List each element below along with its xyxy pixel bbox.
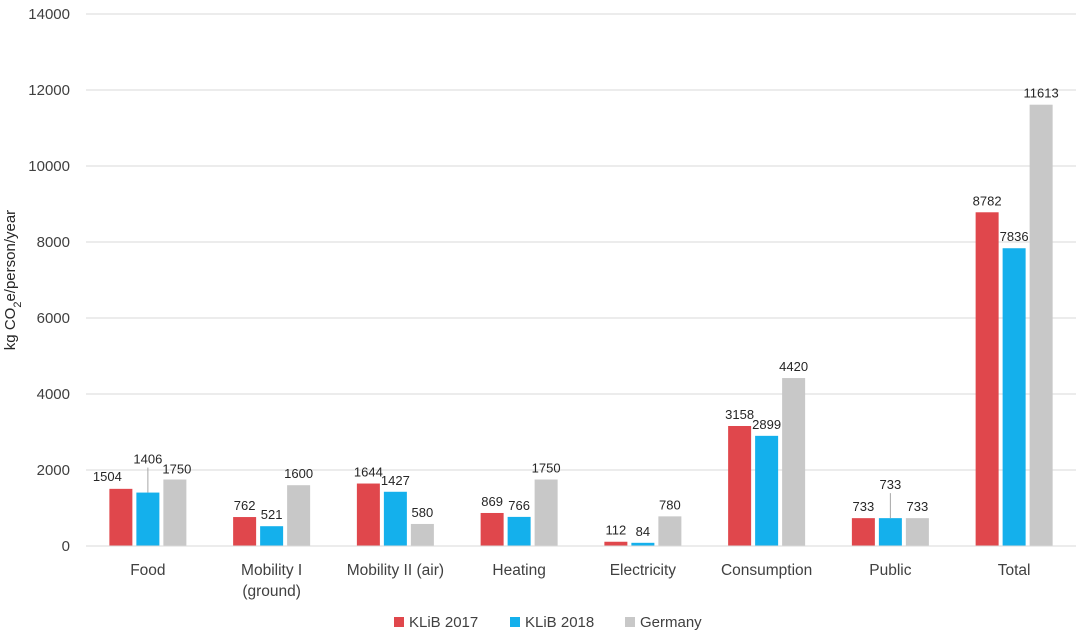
- data-label: 762: [234, 498, 256, 513]
- y-tick-label: 12000: [28, 82, 70, 99]
- x-category-label: Public: [869, 562, 911, 579]
- data-label: 733: [907, 499, 929, 514]
- data-label: 8782: [973, 193, 1002, 208]
- bar-klib-2018: [878, 518, 902, 546]
- bar-klib-2018: [1002, 248, 1026, 546]
- data-label: 1750: [532, 461, 561, 476]
- bar-germany: [658, 516, 682, 546]
- y-tick-label: 14000: [28, 6, 70, 23]
- bar-klib-2018: [260, 526, 284, 546]
- data-label: 2899: [752, 417, 781, 432]
- data-label: 1406: [133, 452, 162, 467]
- bar-klib-2018: [383, 491, 407, 546]
- bar-germany: [1029, 104, 1053, 547]
- bar-germany: [287, 485, 311, 546]
- y-tick-label: 8000: [37, 234, 70, 251]
- bar-klib-2018: [507, 516, 531, 546]
- x-category-label: Total: [998, 562, 1031, 579]
- y-tick-label: 4000: [37, 386, 70, 403]
- bar-klib-2017: [233, 517, 257, 546]
- data-label: 11613: [1024, 86, 1059, 101]
- y-tick-label: 6000: [37, 310, 70, 327]
- x-category-label: Heating: [492, 562, 545, 579]
- x-axis-categories: Food Mobility I (ground) Mobility II (air) H…: [130, 562, 1030, 600]
- y-axis-label: kg CO2e/person/year: [2, 210, 24, 350]
- x-category-label: (ground): [242, 583, 301, 600]
- data-label: 1504: [93, 469, 122, 484]
- data-label: 869: [481, 494, 503, 509]
- bar-klib-2018: [136, 492, 160, 546]
- bars: [109, 104, 1053, 547]
- bar-klib-2018: [755, 435, 779, 546]
- y-axis-ticks: 0 2000 4000 6000 8000 10000 12000 14000: [28, 6, 70, 555]
- data-label: 1427: [381, 473, 410, 488]
- bar-klib-2018: [631, 542, 655, 546]
- bar-klib-2017: [728, 425, 752, 546]
- bar-klib-2017: [356, 483, 380, 546]
- bar-germany: [534, 479, 558, 546]
- bar-klib-2017: [975, 212, 999, 546]
- data-label: 733: [853, 499, 875, 514]
- bar-germany: [905, 518, 929, 546]
- legend-label: KLiB 2018: [525, 614, 594, 631]
- x-category-label: Consumption: [721, 562, 812, 579]
- data-label: 521: [261, 507, 283, 522]
- data-label: 1600: [284, 466, 313, 481]
- data-label: 112: [606, 523, 627, 538]
- bar-klib-2017: [851, 518, 875, 546]
- grid-lines: [86, 13, 1076, 471]
- data-label: 580: [412, 505, 434, 520]
- data-label: 3158: [725, 407, 754, 422]
- legend-label: KLiB 2017: [409, 614, 478, 631]
- bar-klib-2017: [604, 541, 628, 546]
- legend: KLiB 2017 KLiB 2018 Germany: [394, 614, 702, 631]
- bar-germany: [163, 479, 187, 546]
- data-label: 780: [659, 497, 681, 512]
- x-category-label: Mobility I: [241, 562, 302, 579]
- bar-germany: [410, 523, 434, 546]
- data-label: 84: [636, 524, 650, 539]
- x-category-label: Mobility II (air): [347, 562, 444, 579]
- y-tick-label: 0: [62, 538, 70, 555]
- legend-swatch-klib-2018: [510, 617, 520, 627]
- bar-klib-2017: [480, 512, 504, 546]
- legend-label: Germany: [640, 614, 702, 631]
- y-tick-label: 2000: [37, 462, 70, 479]
- y-tick-label: 10000: [28, 158, 70, 175]
- data-label: 733: [880, 477, 902, 492]
- data-label: 1644: [354, 465, 383, 480]
- legend-swatch-klib-2017: [394, 617, 404, 627]
- x-category-label: Food: [130, 562, 165, 579]
- data-label: 766: [508, 498, 530, 513]
- data-label: 1750: [162, 462, 191, 477]
- data-label: 7836: [1000, 229, 1029, 244]
- data-label: 4420: [779, 359, 808, 374]
- bar-klib-2017: [109, 488, 133, 546]
- bar-germany: [782, 378, 806, 546]
- x-category-label: Electricity: [610, 562, 677, 579]
- legend-swatch-germany: [625, 617, 635, 627]
